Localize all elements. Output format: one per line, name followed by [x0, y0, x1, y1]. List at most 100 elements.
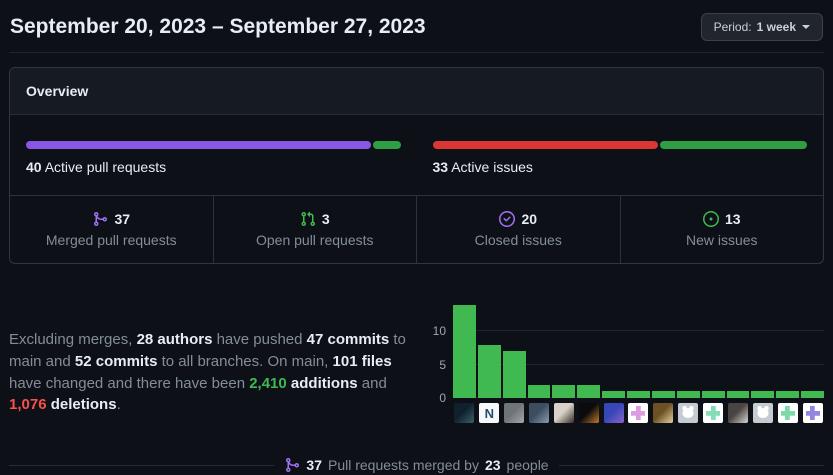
text-segment: 2,410	[249, 374, 287, 392]
text-segment: have changed and there have been	[9, 374, 250, 392]
divider-line	[558, 464, 825, 466]
commit-bar-author-1	[453, 304, 476, 398]
text-segment: 47 commits	[306, 331, 390, 348]
avatar-person-photo-colorful-7[interactable]	[603, 403, 624, 423]
active-pull-requests-count: 40	[26, 159, 42, 175]
stat-label: Open pull requests	[255, 232, 374, 248]
avatar-person-photo-dark-1[interactable]	[454, 403, 475, 423]
stat-closed-issues[interactable]: 20 Closed issues	[416, 196, 620, 263]
text-segment: to main and	[9, 331, 406, 370]
stat-value: 37	[114, 211, 131, 227]
avatar-identicon-teal-11[interactable]	[703, 403, 724, 423]
text-segment: Pull requests merged by	[328, 457, 479, 473]
new-issues-segment[interactable]	[660, 141, 807, 149]
gridline	[453, 330, 824, 332]
avatar-person-photo-hooded-4[interactable]	[529, 403, 550, 423]
avatar-person-photo-white-top-12[interactable]	[727, 403, 748, 423]
text-segment: 101 files	[332, 352, 392, 370]
stat-value-row: 3	[214, 211, 417, 227]
stat-value: 20	[521, 211, 538, 227]
avatar-night-sky-photo-6[interactable]	[578, 403, 599, 423]
avatar-letter-n-logo-2[interactable]: N	[479, 403, 500, 423]
octocat-icon	[682, 406, 694, 419]
divider-line	[9, 464, 275, 466]
merged-pull-requests-segment[interactable]	[26, 141, 371, 149]
issue-closed-icon	[499, 211, 516, 227]
progress-bars-row: 40 Active pull requests 33 Active issues	[10, 115, 823, 195]
chart-plot-area: 0 5 10	[433, 298, 824, 404]
overview-stats-row: 37 Merged pull requests 3 Open pull request…	[10, 195, 823, 263]
merged-by-footer: 37 Pull requests merged by 23 people	[9, 457, 825, 473]
merged-by-text: 37 Pull requests merged by 23 people	[274, 457, 558, 473]
avatar-identicon-green-14[interactable]	[777, 403, 798, 423]
git-pull-request-icon	[301, 211, 315, 227]
pull-requests-progress-label: 40 Active pull requests	[26, 159, 167, 175]
commit-bar-author-6	[577, 384, 601, 398]
page-header: September 20, 2023 – September 27, 2023 …	[9, 0, 824, 53]
stat-new-issues[interactable]: 13 New issues	[619, 196, 824, 263]
text-segment: people	[506, 457, 549, 473]
active-issues-count: 33	[432, 159, 449, 175]
stat-label: New issues	[685, 232, 758, 248]
text-segment: and	[357, 374, 387, 392]
commit-bar-author-7	[602, 391, 626, 398]
text-segment: 52 commits	[74, 352, 158, 370]
commit-bar-author-15	[801, 391, 824, 398]
stat-label: Closed issues	[474, 232, 562, 248]
open-pull-requests-segment[interactable]	[372, 141, 401, 149]
identicon-pattern	[631, 406, 646, 420]
text-segment: to all branches. On main,	[157, 352, 333, 370]
text-segment: .	[116, 396, 121, 414]
commit-bar-author-3	[502, 351, 526, 398]
stat-label: Merged pull requests	[45, 232, 177, 248]
stat-open-pull-requests[interactable]: 3 Open pull requests	[212, 196, 417, 263]
stat-value: 13	[724, 211, 741, 227]
activity-section: Excluding merges, 28 authors have pushed…	[9, 298, 824, 431]
stat-value: 3	[321, 211, 330, 227]
y-axis-tick-label: 5	[439, 357, 446, 372]
commit-bar-author-9	[651, 391, 675, 398]
pull-requests-progress-bar	[26, 141, 401, 149]
identicon-pattern	[706, 406, 721, 420]
commit-bar-author-4	[527, 384, 551, 398]
avatar-person-photo-grey-3[interactable]	[504, 403, 525, 423]
avatar-person-photo-amber-9[interactable]	[653, 403, 674, 423]
chart-bars	[453, 298, 824, 398]
commits-bar-chart: 0 5 10 N	[427, 298, 824, 423]
avatar-identicon-purple-15[interactable]	[802, 403, 823, 423]
y-axis-tick-label: 0	[439, 391, 446, 405]
avatar-identicon-pink-8[interactable]	[628, 403, 649, 423]
text-segment: 23	[484, 457, 501, 473]
period-label: Period:	[713, 20, 752, 34]
logo-letter: N	[484, 405, 494, 421]
issues-progress-label: 33 Active issues	[432, 159, 533, 175]
closed-issues-segment[interactable]	[432, 141, 659, 149]
identicon-pattern	[780, 406, 795, 420]
overview-heading: Overview	[10, 68, 823, 115]
activity-summary-text: Excluding merges, 28 authors have pushed…	[9, 313, 419, 416]
avatar-default-avatar-13[interactable]	[752, 403, 773, 423]
stat-value-row: 20	[417, 211, 620, 227]
commit-bar-author-5	[552, 384, 576, 398]
issues-progress-bar	[432, 141, 807, 149]
avatar-person-photo-portrait-5[interactable]	[553, 403, 574, 423]
text-segment: have pushed	[212, 331, 307, 348]
stat-value-row: 37	[10, 211, 213, 227]
issue-opened-icon	[702, 211, 719, 227]
git-merge-icon	[286, 458, 300, 472]
text-segment: 37	[306, 457, 322, 473]
gridline	[453, 363, 824, 365]
avatar-default-avatar-10[interactable]	[678, 403, 699, 423]
pull-requests-cell: 40 Active pull requests	[10, 115, 417, 195]
text-segment: 1,076	[9, 396, 47, 414]
commit-bar-author-10	[676, 391, 700, 398]
octocat-icon	[757, 406, 769, 419]
chevron-down-icon	[802, 25, 810, 29]
stat-merged-pull-requests[interactable]: 37 Merged pull requests	[10, 196, 213, 263]
commit-bar-author-12	[726, 391, 750, 398]
text-segment: 28 authors	[136, 331, 213, 348]
y-axis-tick-label: 10	[432, 324, 446, 339]
issues-cell: 33 Active issues	[417, 115, 824, 195]
period-selector[interactable]: Period: 1 week	[700, 13, 823, 41]
